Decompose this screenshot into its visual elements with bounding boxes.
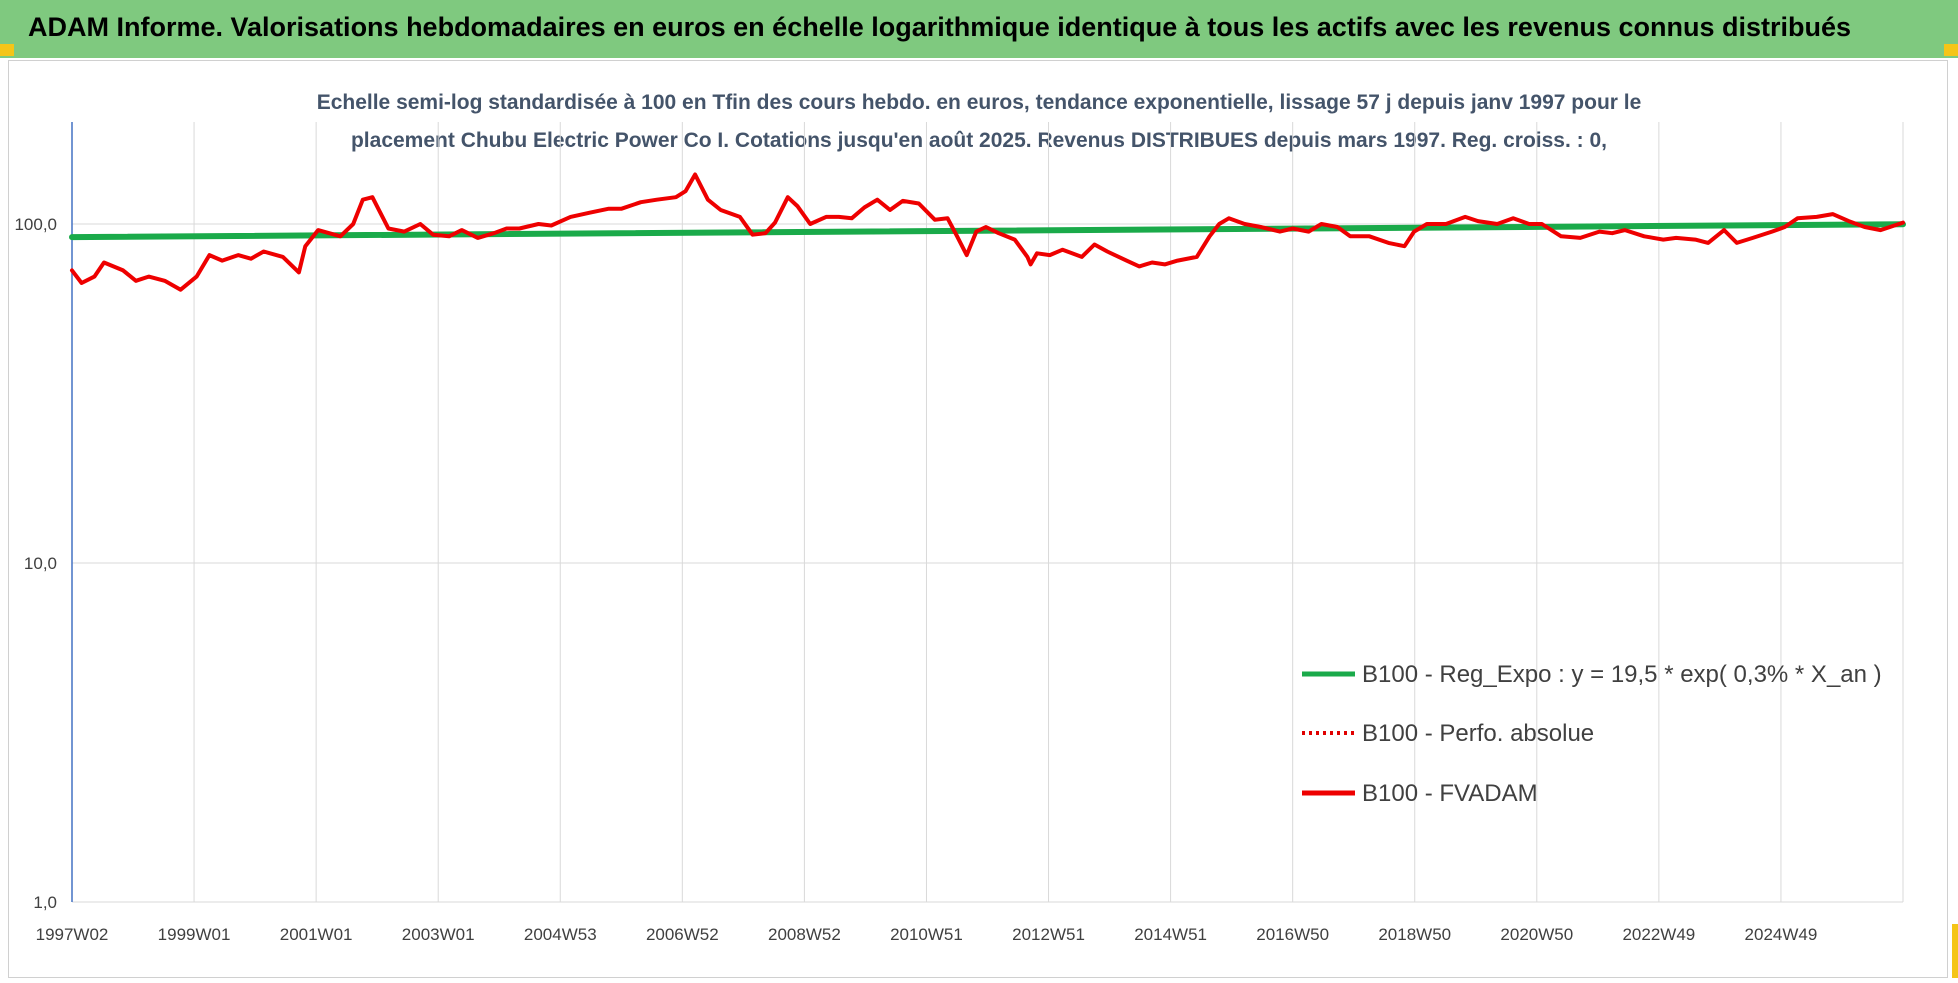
x-tick-label: 2016W50 (1256, 925, 1329, 944)
banner-title: ADAM Informe. Valorisations hebdomadaire… (28, 12, 1852, 42)
series-lines (69, 172, 1906, 292)
x-tick-label: 2018W50 (1378, 925, 1451, 944)
x-tick-label: 2003W01 (402, 925, 475, 944)
chart-subtitle-line: placement Chubu Electric Power Co I. Cot… (351, 129, 1607, 152)
x-tick-label: 2022W49 (1622, 925, 1695, 944)
x-tick-label: 2010W51 (890, 925, 963, 944)
y-tick-label: 100,0 (14, 215, 57, 234)
series-fvadam-line (70, 172, 1905, 292)
chart-subtitle-line: Echelle semi-log standardisée à 100 en T… (317, 91, 1642, 114)
chart-frame (8, 60, 1948, 978)
x-tick-label: 2014W51 (1134, 925, 1207, 944)
corner-accent-top-left (0, 44, 14, 56)
series-reg-expo-line (69, 221, 1906, 241)
x-tick-label: 2020W50 (1500, 925, 1573, 944)
corner-accent-top-right (1944, 44, 1958, 56)
x-tick-label: 2006W52 (646, 925, 719, 944)
x-tick-label: 1999W01 (158, 925, 231, 944)
gridlines (71, 122, 1904, 903)
report-banner: ADAM Informe. Valorisations hebdomadaire… (0, 0, 1958, 58)
x-tick-label: 2001W01 (280, 925, 353, 944)
legend-reg-expo-label: B100 - Reg_Expo : y = 19,5 * exp( 0,3% *… (1362, 661, 1882, 688)
x-tick-label: 2024W49 (1745, 925, 1818, 944)
x-tick-label: 1997W02 (36, 925, 109, 944)
y-tick-label: 10,0 (24, 554, 57, 573)
axes: 1,0 10,0 100,0 1997W02 1999W01 2001W01 2003W01… (14, 122, 1817, 944)
corner-accent-bottom-right (1952, 924, 1958, 978)
legend: B100 - Reg_Expo : y = 19,5 * exp( 0,3% *… (1302, 661, 1882, 807)
x-tick-label: 2004W53 (524, 925, 597, 944)
x-tick-label: 2008W52 (768, 925, 841, 944)
chart-subtitle: Echelle semi-log standardisée à 100 en T… (317, 91, 1642, 152)
y-tick-label: 1,0 (33, 893, 57, 912)
legend-fvadam-label: B100 - FVADAM (1362, 780, 1538, 807)
x-tick-label: 2012W51 (1012, 925, 1085, 944)
legend-perfo-absolue-label: B100 - Perfo. absolue (1362, 720, 1594, 747)
